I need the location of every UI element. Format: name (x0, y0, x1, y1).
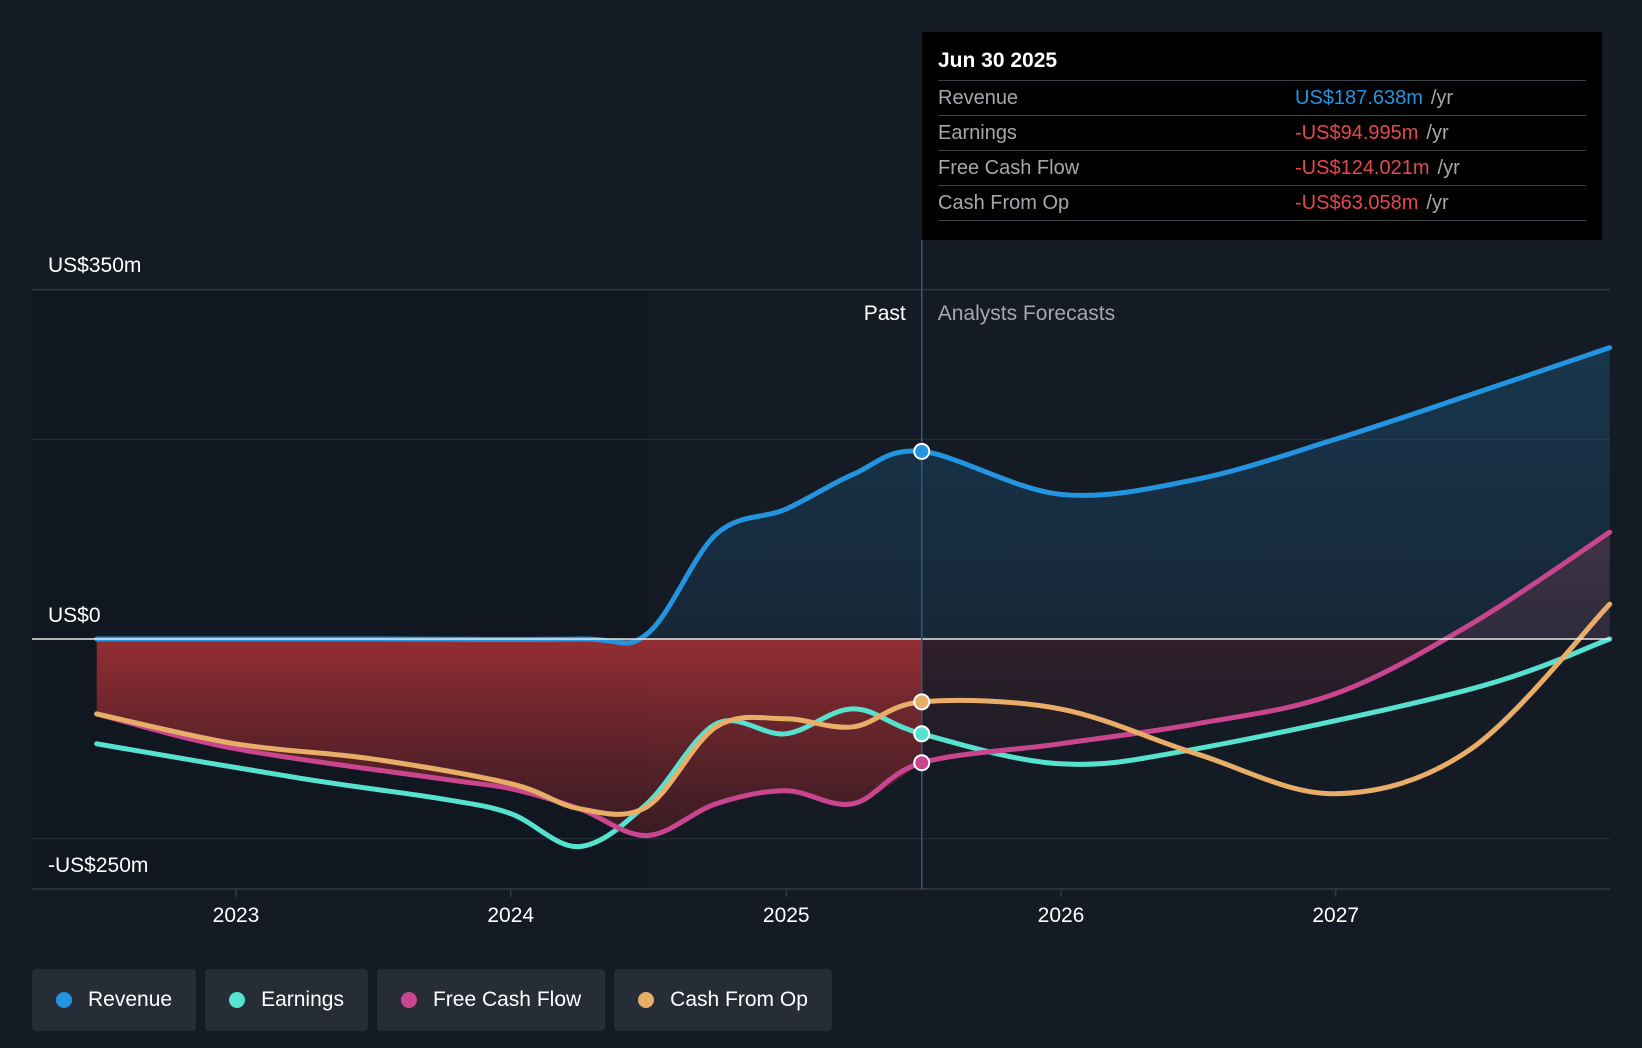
x-tick-label: 2027 (1312, 904, 1359, 927)
tooltip-value: -US$124.021m (1295, 157, 1430, 179)
tooltip: Jun 30 2025 Revenue US$187.638m /yr Earn… (922, 32, 1602, 240)
marker-earnings (913, 725, 931, 743)
x-tick-label: 2026 (1038, 904, 1085, 927)
y-label-zero: US$0 (48, 604, 101, 627)
marker-revenue (913, 442, 931, 460)
x-tick-label: 2023 (213, 904, 260, 927)
tooltip-value: US$187.638m (1295, 87, 1423, 109)
tooltip-row-free-cash-flow: Free Cash Flow -US$124.021m /yr (938, 151, 1586, 186)
series-line-cash-from-op (94, 601, 1613, 817)
legend-dot-icon (229, 992, 246, 1008)
legend-item-free-cash-flow[interactable]: Free Cash Flow (376, 969, 606, 1031)
tooltip-date: Jun 30 2025 (938, 46, 1586, 81)
tooltip-label: Revenue (938, 87, 1019, 109)
series-line-free-cash-flow (94, 529, 1613, 839)
legend-item-earnings[interactable]: Earnings (205, 969, 368, 1031)
tooltip-label: Earnings (938, 122, 1017, 144)
y-label-bottom: -US$250m (48, 854, 148, 877)
tooltip-label: Free Cash Flow (938, 157, 1080, 179)
x-axis: 2023 2024 2025 2026 2027 (213, 889, 1359, 927)
legend-label: Earnings (261, 988, 344, 1011)
negative-area-past (96, 639, 922, 836)
marker-free-cash-flow (913, 754, 931, 772)
tooltip-row-cash-from-op: Cash From Op -US$63.058m /yr (938, 186, 1586, 221)
forecast-label: Analysts Forecasts (938, 302, 1115, 325)
x-tick-label: 2025 (763, 904, 810, 927)
tooltip-unit: /yr (1426, 192, 1449, 214)
tooltip-row-revenue: Revenue US$187.638m /yr (938, 81, 1586, 116)
legend-item-cash-from-op[interactable]: Cash From Op (614, 969, 832, 1031)
legend-item-revenue[interactable]: Revenue (32, 969, 197, 1031)
tooltip-label: Cash From Op (938, 192, 1070, 214)
marker-cash-from-op (913, 693, 931, 711)
negative-area-forecast (921, 532, 1610, 763)
gridlines (32, 289, 1610, 890)
tooltip-unit: /yr (1430, 87, 1454, 109)
revenue-area (96, 347, 1610, 644)
legend-label: Cash From Op (670, 988, 808, 1011)
tooltip-row-earnings: Earnings -US$94.995m /yr (938, 116, 1586, 151)
tooltip-unit: /yr (1437, 157, 1460, 179)
legend: Revenue Earnings Free Cash Flow Cash Fro… (32, 969, 832, 1031)
tooltip-unit: /yr (1426, 122, 1449, 144)
past-label: Past (864, 302, 906, 325)
x-tick-label: 2024 (487, 904, 534, 927)
legend-label: Revenue (88, 988, 173, 1011)
highlight-markers (913, 442, 931, 772)
tooltip-value: -US$94.995m (1295, 122, 1419, 144)
legend-dot-icon (400, 992, 417, 1008)
y-label-top: US$350m (48, 254, 141, 277)
legend-label: Free Cash Flow (432, 988, 582, 1011)
legend-dot-icon (638, 992, 655, 1008)
series-line-earnings (94, 636, 1613, 850)
tooltip-value: -US$63.058m (1295, 192, 1419, 214)
legend-dot-icon (56, 992, 72, 1008)
